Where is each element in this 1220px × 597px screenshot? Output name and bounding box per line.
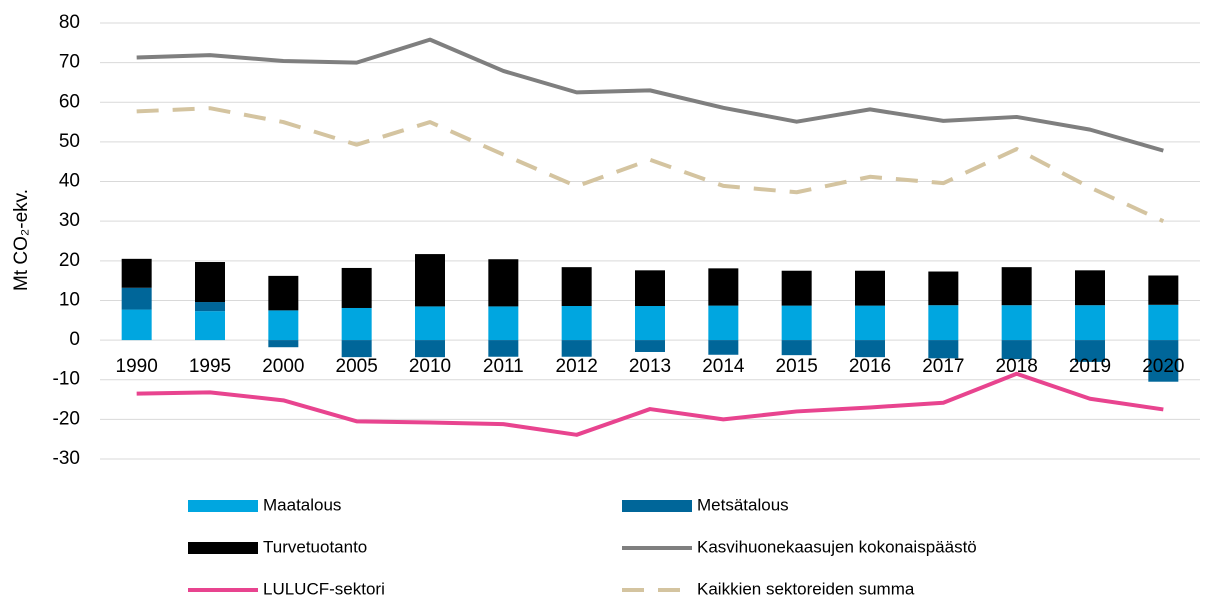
y-tick-label: 80 (59, 12, 80, 33)
bar (928, 340, 959, 359)
bar (415, 254, 445, 307)
x-tick-label: 2019 (1069, 356, 1111, 377)
bar (708, 340, 739, 355)
y-tick-label: 60 (59, 91, 80, 112)
y-tick-label: 10 (59, 289, 80, 310)
y-tick-label: 40 (59, 171, 80, 192)
bar (928, 305, 959, 341)
bar (708, 305, 739, 341)
bar (121, 287, 152, 310)
bar (488, 340, 519, 357)
y-tick-label: 50 (59, 131, 80, 152)
x-tick-label: 2018 (996, 356, 1038, 377)
legend-label: Maatalous (263, 495, 341, 514)
x-tick-label: 2015 (776, 356, 818, 377)
bar (121, 258, 152, 288)
bar (635, 340, 665, 352)
bar (1001, 267, 1032, 306)
x-tick-label: 2000 (262, 356, 304, 377)
bar (1148, 340, 1179, 382)
legend-label: Kaikkien sektoreiden summa (697, 579, 915, 597)
y-tick-label: -10 (53, 369, 80, 390)
bar (635, 306, 665, 341)
legend-swatch (188, 500, 258, 512)
bar (855, 270, 885, 306)
x-tick-label: 2020 (1142, 356, 1184, 377)
bar (928, 271, 959, 306)
bar (341, 267, 372, 308)
bar (1075, 305, 1105, 341)
y-axis-label: Mt CO₂-ekv. (11, 189, 32, 291)
x-tick-label: 1995 (189, 356, 231, 377)
x-tick-label: 2017 (922, 356, 964, 377)
bar (561, 267, 592, 307)
bar (855, 305, 885, 341)
bar (1075, 270, 1105, 306)
bar (121, 309, 152, 341)
bar (488, 306, 519, 341)
bar (268, 340, 299, 348)
x-tick-label: 2005 (336, 356, 378, 377)
bar (1148, 275, 1179, 305)
bar (1001, 305, 1032, 341)
bar (1148, 304, 1179, 341)
legend-label: Turvetuotanto (263, 537, 367, 556)
bar (1075, 340, 1105, 362)
bar (855, 340, 885, 358)
x-tick-label: 2012 (556, 356, 598, 377)
line (136, 37, 1164, 153)
x-tick-label: 1990 (116, 356, 158, 377)
bar (415, 306, 445, 341)
x-tick-label: 2013 (629, 356, 671, 377)
bar (195, 302, 225, 312)
bar (195, 311, 225, 341)
x-tick-label: 2010 (409, 356, 451, 377)
bar (488, 259, 519, 307)
x-tick-label: 2016 (849, 356, 891, 377)
y-tick-label: -30 (53, 448, 80, 469)
bar (195, 262, 225, 303)
legend-label: Metsätalous (697, 495, 789, 514)
bar (268, 310, 299, 341)
bar (708, 268, 739, 306)
y-tick-label: 0 (69, 329, 80, 350)
y-tick-label: 70 (59, 52, 80, 73)
line (136, 371, 1164, 437)
legend-label: Kasvihuonekaasujen kokonaispäästö (697, 537, 977, 556)
bar (1001, 340, 1032, 360)
bar (781, 340, 812, 356)
bar (341, 307, 372, 341)
y-tick-label: 30 (59, 210, 80, 231)
bar (781, 270, 812, 306)
bar (781, 305, 812, 341)
bar (561, 306, 592, 341)
bar (415, 340, 445, 358)
bar (341, 340, 372, 358)
legend-swatch (188, 542, 258, 554)
x-tick-label: 2014 (702, 356, 745, 377)
bar (561, 340, 592, 357)
y-tick-label: -20 (53, 408, 80, 429)
legend-label: LULUCF-sektori (263, 579, 385, 597)
bar (635, 270, 665, 307)
y-tick-label: 20 (59, 250, 80, 271)
legend-swatch (622, 500, 692, 512)
bar (268, 275, 299, 311)
line (136, 106, 1165, 223)
x-tick-label: 2011 (483, 356, 524, 377)
